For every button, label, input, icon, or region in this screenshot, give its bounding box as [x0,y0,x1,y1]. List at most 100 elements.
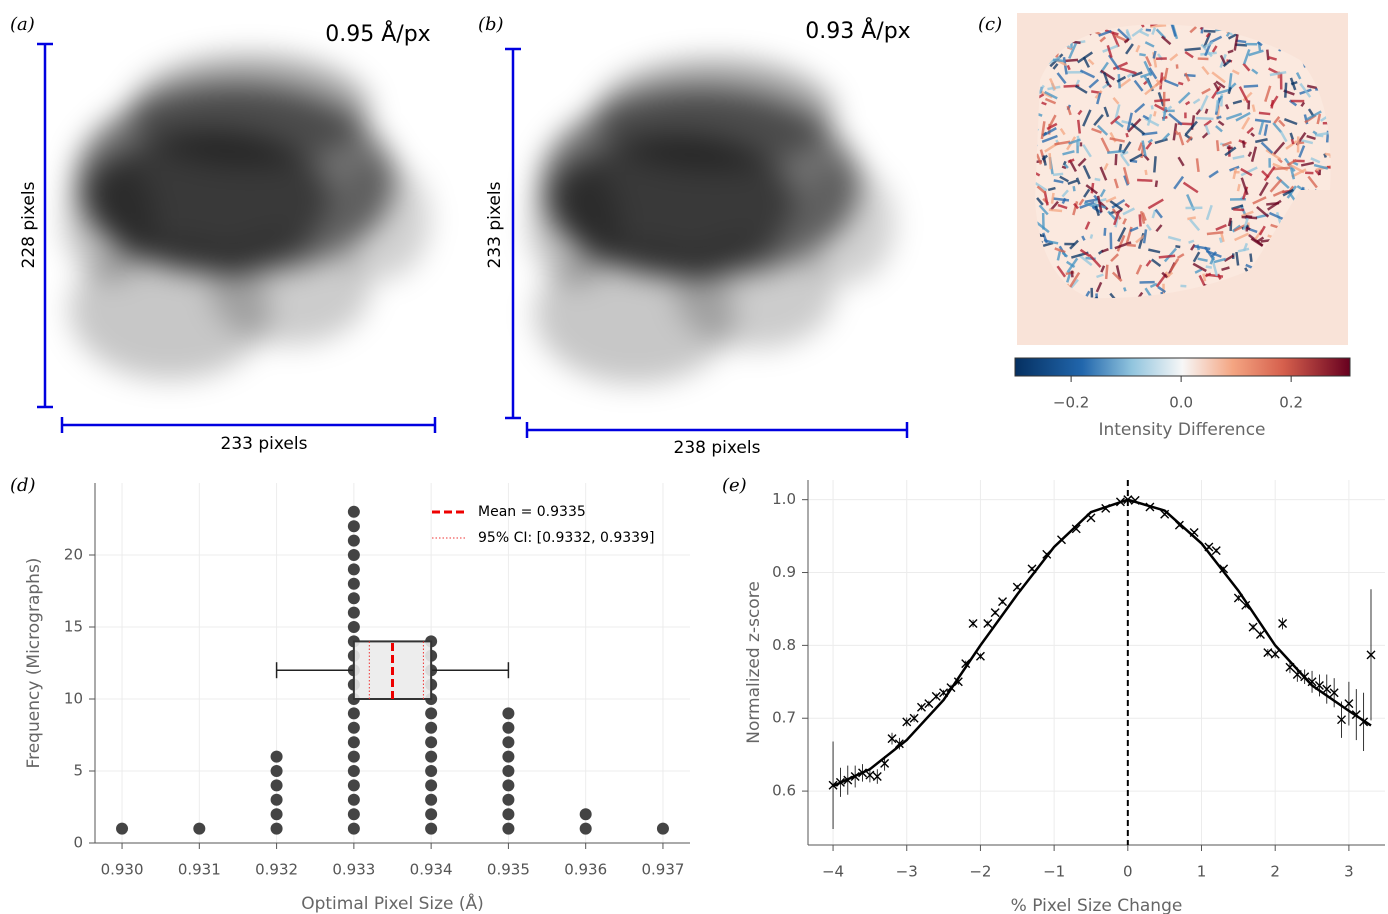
texture-stroke [1068,41,1078,60]
texture-stroke [1213,257,1227,264]
texture-stroke [1247,151,1253,158]
x-tick-label: 0.931 [178,861,221,879]
width-label: 233 pixels [221,434,308,454]
texture-stroke [1177,131,1185,146]
texture-stroke [1139,280,1155,284]
texture-stroke [1066,64,1071,71]
texture-stroke [1099,166,1108,181]
point [1145,502,1155,512]
texture-stroke [1141,131,1158,136]
texture-stroke [1137,142,1143,152]
texture-stroke [1205,32,1211,38]
texture-stroke [1156,57,1167,60]
point [953,677,963,687]
texture-stroke [1268,56,1277,61]
texture-stroke [1310,157,1321,164]
texture-stroke [1215,224,1227,231]
texture-stroke [1044,90,1058,100]
point [946,683,956,693]
point [850,772,860,782]
texture-stroke [1202,32,1212,48]
texture-stroke [1079,248,1091,257]
dot [425,808,438,821]
texture-stroke [1125,43,1134,55]
texture-stroke [1114,241,1132,250]
texture-stroke [1123,38,1130,44]
texture-stroke [1083,188,1091,198]
point [1204,542,1214,552]
texture-stroke [1041,101,1047,106]
texture-stroke [1189,218,1201,232]
texture-stroke [1195,108,1202,116]
texture-stroke [1195,116,1214,121]
dot [347,563,360,576]
texture-stroke [1104,29,1119,36]
texture-stroke [1085,290,1091,297]
point [865,770,875,780]
point [990,608,1000,618]
texture-stroke [1247,100,1251,110]
point [1263,648,1273,658]
texture-stroke [1227,86,1232,95]
texture-stroke [1203,119,1212,127]
texture-stroke [1192,98,1201,105]
texture-stroke [1240,177,1249,196]
colorbar-tick-label: 0.2 [1279,394,1303,412]
point [835,777,845,787]
y-tick-label: 1.0 [772,490,796,508]
texture-stroke [1169,53,1179,62]
texture-stroke [1146,113,1153,126]
texture-stroke [1139,30,1150,37]
texture-stroke [1148,67,1158,80]
texture-stroke [1245,42,1258,46]
texture-stroke [1240,210,1254,218]
texture-stroke [1199,95,1209,112]
texture-stroke [1209,35,1223,44]
x-tick-label: −4 [822,863,844,881]
texture-stroke [1241,140,1246,148]
texture-stroke [1147,138,1154,144]
texture-stroke [1284,82,1288,98]
texture-stroke [1119,78,1132,88]
dot [502,822,515,835]
texture-stroke [1082,109,1092,127]
y-tick-label: 0 [73,834,83,852]
dot [347,621,360,633]
texture-stroke [1177,156,1185,167]
texture-stroke [1234,232,1250,242]
texture-stroke [1072,201,1079,216]
texture-stroke [1066,105,1072,116]
texture-stroke [1201,132,1209,139]
texture-stroke [1155,224,1163,233]
texture-stroke [1316,113,1322,125]
texture-stroke [1126,112,1133,131]
texture-stroke [1048,153,1052,170]
texture-stroke [1036,185,1047,195]
x-tick-label: −2 [969,863,991,881]
colorbar-tick-label: 0.0 [1169,394,1193,412]
texture-stroke [1131,27,1144,38]
texture-stroke [1263,124,1269,136]
texture-stroke [1216,105,1221,120]
texture-stroke [1173,175,1185,190]
texture-stroke [1186,193,1196,211]
texture-stroke [1283,118,1298,126]
texture-stroke [1235,43,1248,47]
texture-stroke [1052,58,1064,63]
texture-stroke [1282,188,1294,197]
texture-stroke [1256,205,1270,218]
texture-stroke [1235,111,1251,122]
texture-stroke [1235,251,1240,266]
texture-stroke [1177,81,1184,86]
point [1255,629,1265,639]
texture-stroke [1288,163,1305,174]
texture-stroke [1273,116,1281,124]
dot-column [270,750,283,835]
x-tick-label: 2 [1270,863,1280,881]
texture-stroke [1295,72,1302,80]
texture-stroke [1155,273,1168,288]
dot [347,793,360,806]
texture-stroke [1243,84,1259,88]
texture-stroke [1176,253,1185,260]
texture-stroke [1238,86,1250,104]
